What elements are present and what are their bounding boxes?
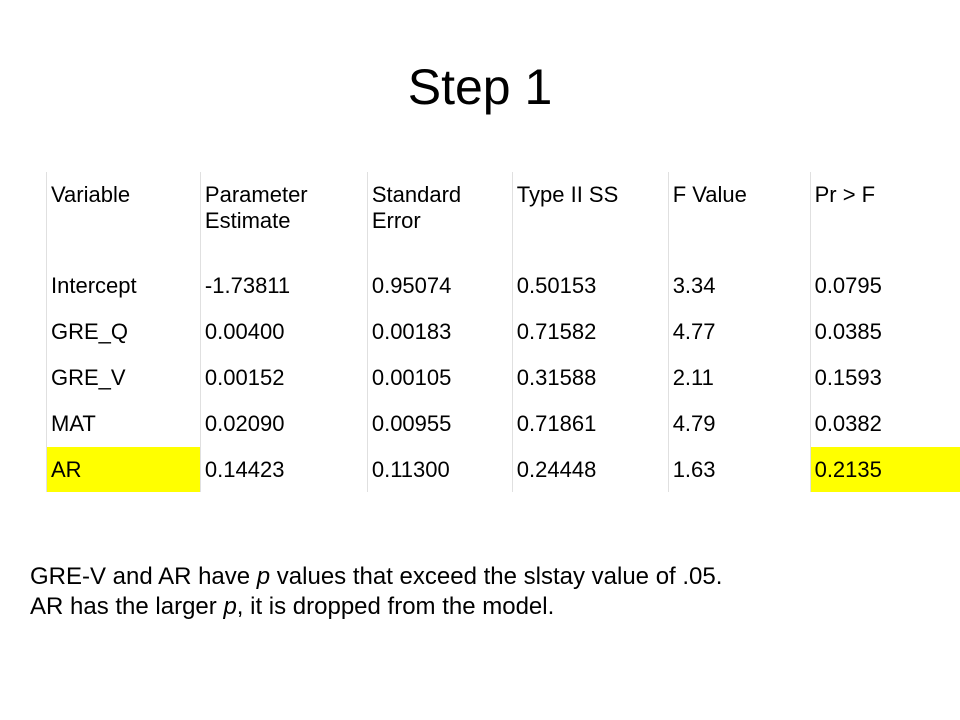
- table-row: AR 0.14423 0.11300 0.24448 1.63 0.2135: [46, 445, 960, 492]
- table-cell: 0.00183: [366, 307, 513, 354]
- table-row: Intercept -1.73811 0.95074 0.50153 3.34 0.079…: [46, 261, 960, 308]
- table-cell: 4.79: [667, 399, 811, 446]
- header-cell: Parameter Estimate: [199, 172, 368, 262]
- table-cell: MAT: [46, 399, 201, 446]
- table-cell: 0.2135: [809, 445, 960, 492]
- table-cell: 0.1593: [809, 353, 960, 400]
- table-cell: GRE_Q: [46, 307, 201, 354]
- table-cell: 0.00400: [199, 307, 368, 354]
- table-cell: 0.14423: [199, 445, 368, 492]
- table-row: GRE_V 0.00152 0.00105 0.31588 2.11 0.1593: [46, 353, 960, 400]
- table-cell: 0.0795: [809, 261, 960, 308]
- note-text: values that exceed the slstay value of .…: [270, 563, 723, 590]
- header-cell: F Value: [667, 172, 811, 262]
- table-cell: 0.50153: [511, 261, 669, 308]
- table-cell: 0.24448: [511, 445, 669, 492]
- table-cell: 0.0385: [809, 307, 960, 354]
- notes: GRE-V and AR have p values that exceed t…: [30, 562, 910, 622]
- table-cell: 0.00105: [366, 353, 513, 400]
- table-cell: AR: [46, 445, 201, 492]
- table-cell: 0.31588: [511, 353, 669, 400]
- slide-title: Step 1: [407, 59, 553, 115]
- header-row: Variable Parameter Estimate Standard Error…: [46, 172, 960, 262]
- note-text: AR has the larger: [30, 593, 224, 620]
- note-italic: p: [223, 593, 237, 620]
- table-cell: 3.34: [667, 261, 811, 308]
- table-row: MAT 0.02090 0.00955 0.71861 4.79 0.0382: [46, 399, 960, 446]
- table-cell: 0.00152: [199, 353, 368, 400]
- table-cell: 0.71582: [511, 307, 669, 354]
- header-cell: Pr > F: [809, 172, 960, 262]
- table-cell: 0.02090: [199, 399, 368, 446]
- note-paragraph: AR has the larger p, it is dropped from …: [30, 592, 910, 622]
- table-cell: 0.0382: [809, 399, 960, 446]
- note-text: , it is dropped from the model.: [236, 593, 555, 620]
- table-body: Variable Parameter Estimate Standard Error…: [46, 172, 960, 492]
- table-cell: -1.73811: [199, 261, 368, 308]
- header-cell: Standard Error: [366, 172, 513, 262]
- table-cell: 0.11300: [366, 445, 513, 492]
- note-paragraph: GRE-V and AR have p values that exceed t…: [30, 562, 910, 592]
- table-cell: 0.00955: [366, 399, 513, 446]
- table-cell: 1.63: [667, 445, 811, 492]
- results-table: Variable Parameter Estimate Standard Error…: [46, 172, 960, 492]
- table-row: GRE_Q 0.00400 0.00183 0.71582 4.77 0.0385: [46, 307, 960, 354]
- table-cell: GRE_V: [46, 353, 201, 400]
- table-cell: 2.11: [667, 353, 811, 400]
- table-cell: 0.95074: [366, 261, 513, 308]
- table-cell: 4.77: [667, 307, 811, 354]
- header-cell: Variable: [46, 172, 201, 262]
- note-italic: p: [256, 563, 271, 590]
- table-cell: 0.71861: [511, 399, 669, 446]
- header-cell: Type II SS: [511, 172, 669, 262]
- table-cell: Intercept: [46, 261, 201, 308]
- note-text: GRE-V and AR have: [30, 563, 257, 590]
